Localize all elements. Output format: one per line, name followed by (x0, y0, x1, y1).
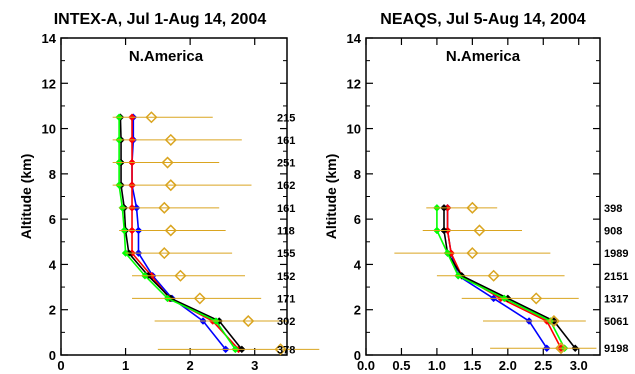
sample-count: 302 (277, 316, 295, 328)
y-tick-label: 10 (347, 122, 361, 137)
sample-count: 161 (277, 203, 295, 215)
sample-count: 908 (604, 225, 622, 237)
y-tick-label: 4 (49, 257, 57, 272)
region-label: N.America (446, 48, 521, 65)
sample-count: 155 (277, 248, 295, 260)
sample-count: 251 (277, 158, 295, 170)
x-tick-label: 3.0 (570, 358, 588, 373)
sample-count: 1989 (604, 248, 628, 260)
series-2 (116, 113, 246, 354)
series-4 (394, 201, 597, 355)
x-tick-label: 2.5 (534, 358, 552, 373)
x-tick-label: 3 (251, 358, 258, 373)
y-tick-label: 2 (354, 303, 361, 318)
series-1 (128, 113, 243, 354)
y-tick-label: 10 (42, 122, 56, 137)
series-4 (112, 111, 320, 356)
data-point (554, 342, 568, 355)
y-tick-label: 14 (42, 31, 57, 46)
sample-count: 118 (277, 225, 295, 237)
x-tick-label: 0 (57, 358, 64, 373)
y-axis-label: Altitude (km) (18, 154, 34, 240)
chart-title: NEAQS, Jul 5-Aug 14, 2004 (380, 11, 586, 28)
sample-count: 161 (277, 135, 295, 147)
y-tick-label: 12 (42, 76, 56, 91)
data-point (473, 224, 486, 237)
y-tick-label: 6 (354, 212, 361, 227)
sample-count: 398 (604, 203, 622, 215)
y-tick-label: 14 (347, 31, 362, 46)
data-point (158, 201, 171, 214)
data-point (274, 343, 287, 356)
plot-frame (60, 37, 288, 356)
y-tick-label: 8 (354, 167, 361, 182)
data-point (174, 269, 187, 282)
y-tick-label: 8 (49, 167, 56, 182)
series-line (436, 207, 566, 349)
data-point (164, 179, 177, 192)
y-tick-label: 0 (49, 348, 56, 363)
data-point (164, 224, 177, 237)
x-axis-label: CH3OH (ppbv) (126, 372, 222, 374)
x-tick-label: 0.5 (392, 358, 410, 373)
y-tick-label: 4 (354, 257, 362, 272)
plot-frame (365, 37, 601, 356)
sample-count: 171 (277, 293, 295, 305)
data-point (466, 247, 479, 260)
series-line (118, 117, 237, 350)
sample-count: 5061 (604, 316, 628, 328)
data-point (193, 292, 206, 305)
data-point (164, 133, 177, 146)
sample-count: 9198 (604, 343, 628, 355)
y-axis-label: Altitude (km) (323, 154, 339, 240)
sample-count: 215 (277, 112, 295, 124)
series-line (131, 117, 240, 350)
data-point (547, 314, 560, 328)
y-tick-label: 0 (354, 348, 361, 363)
data-point (487, 269, 500, 282)
chart-title: INTEX-A, Jul 1-Aug 14, 2004 (54, 11, 267, 28)
y-tick-label: 6 (49, 212, 56, 227)
data-point (466, 201, 479, 214)
data-point (530, 292, 543, 305)
x-tick-label: 0.0 (357, 358, 375, 373)
x-axis-label: CH3OH (ppbv) (435, 372, 531, 374)
series-3 (115, 113, 240, 354)
x-tick-label: 1.0 (428, 358, 446, 373)
sample-count: 162 (277, 180, 295, 192)
sample-count: 152 (277, 271, 295, 283)
data-point (161, 156, 174, 169)
y-tick-label: 12 (347, 76, 361, 91)
data-point (158, 247, 171, 260)
x-tick-label: 2.0 (499, 358, 517, 373)
series-0 (128, 113, 230, 354)
chart-panel-neaqs: NEAQS, Jul 5-Aug 14, 2004 N.America 0.0 0.5… (323, 11, 628, 374)
x-tick-label: 1 (122, 358, 129, 373)
region-label: N.America (129, 48, 204, 65)
sample-count: 1317 (604, 293, 628, 305)
x-tick-label: 1.5 (463, 358, 481, 373)
y-tick-label: 2 (49, 303, 56, 318)
x-tick-label: 2 (187, 358, 194, 373)
sample-count: 2151 (604, 271, 628, 283)
series-3 (433, 203, 569, 353)
data-point (145, 111, 158, 124)
sample-count: 378 (277, 344, 295, 356)
series-line (131, 117, 227, 350)
data-point (242, 314, 255, 328)
